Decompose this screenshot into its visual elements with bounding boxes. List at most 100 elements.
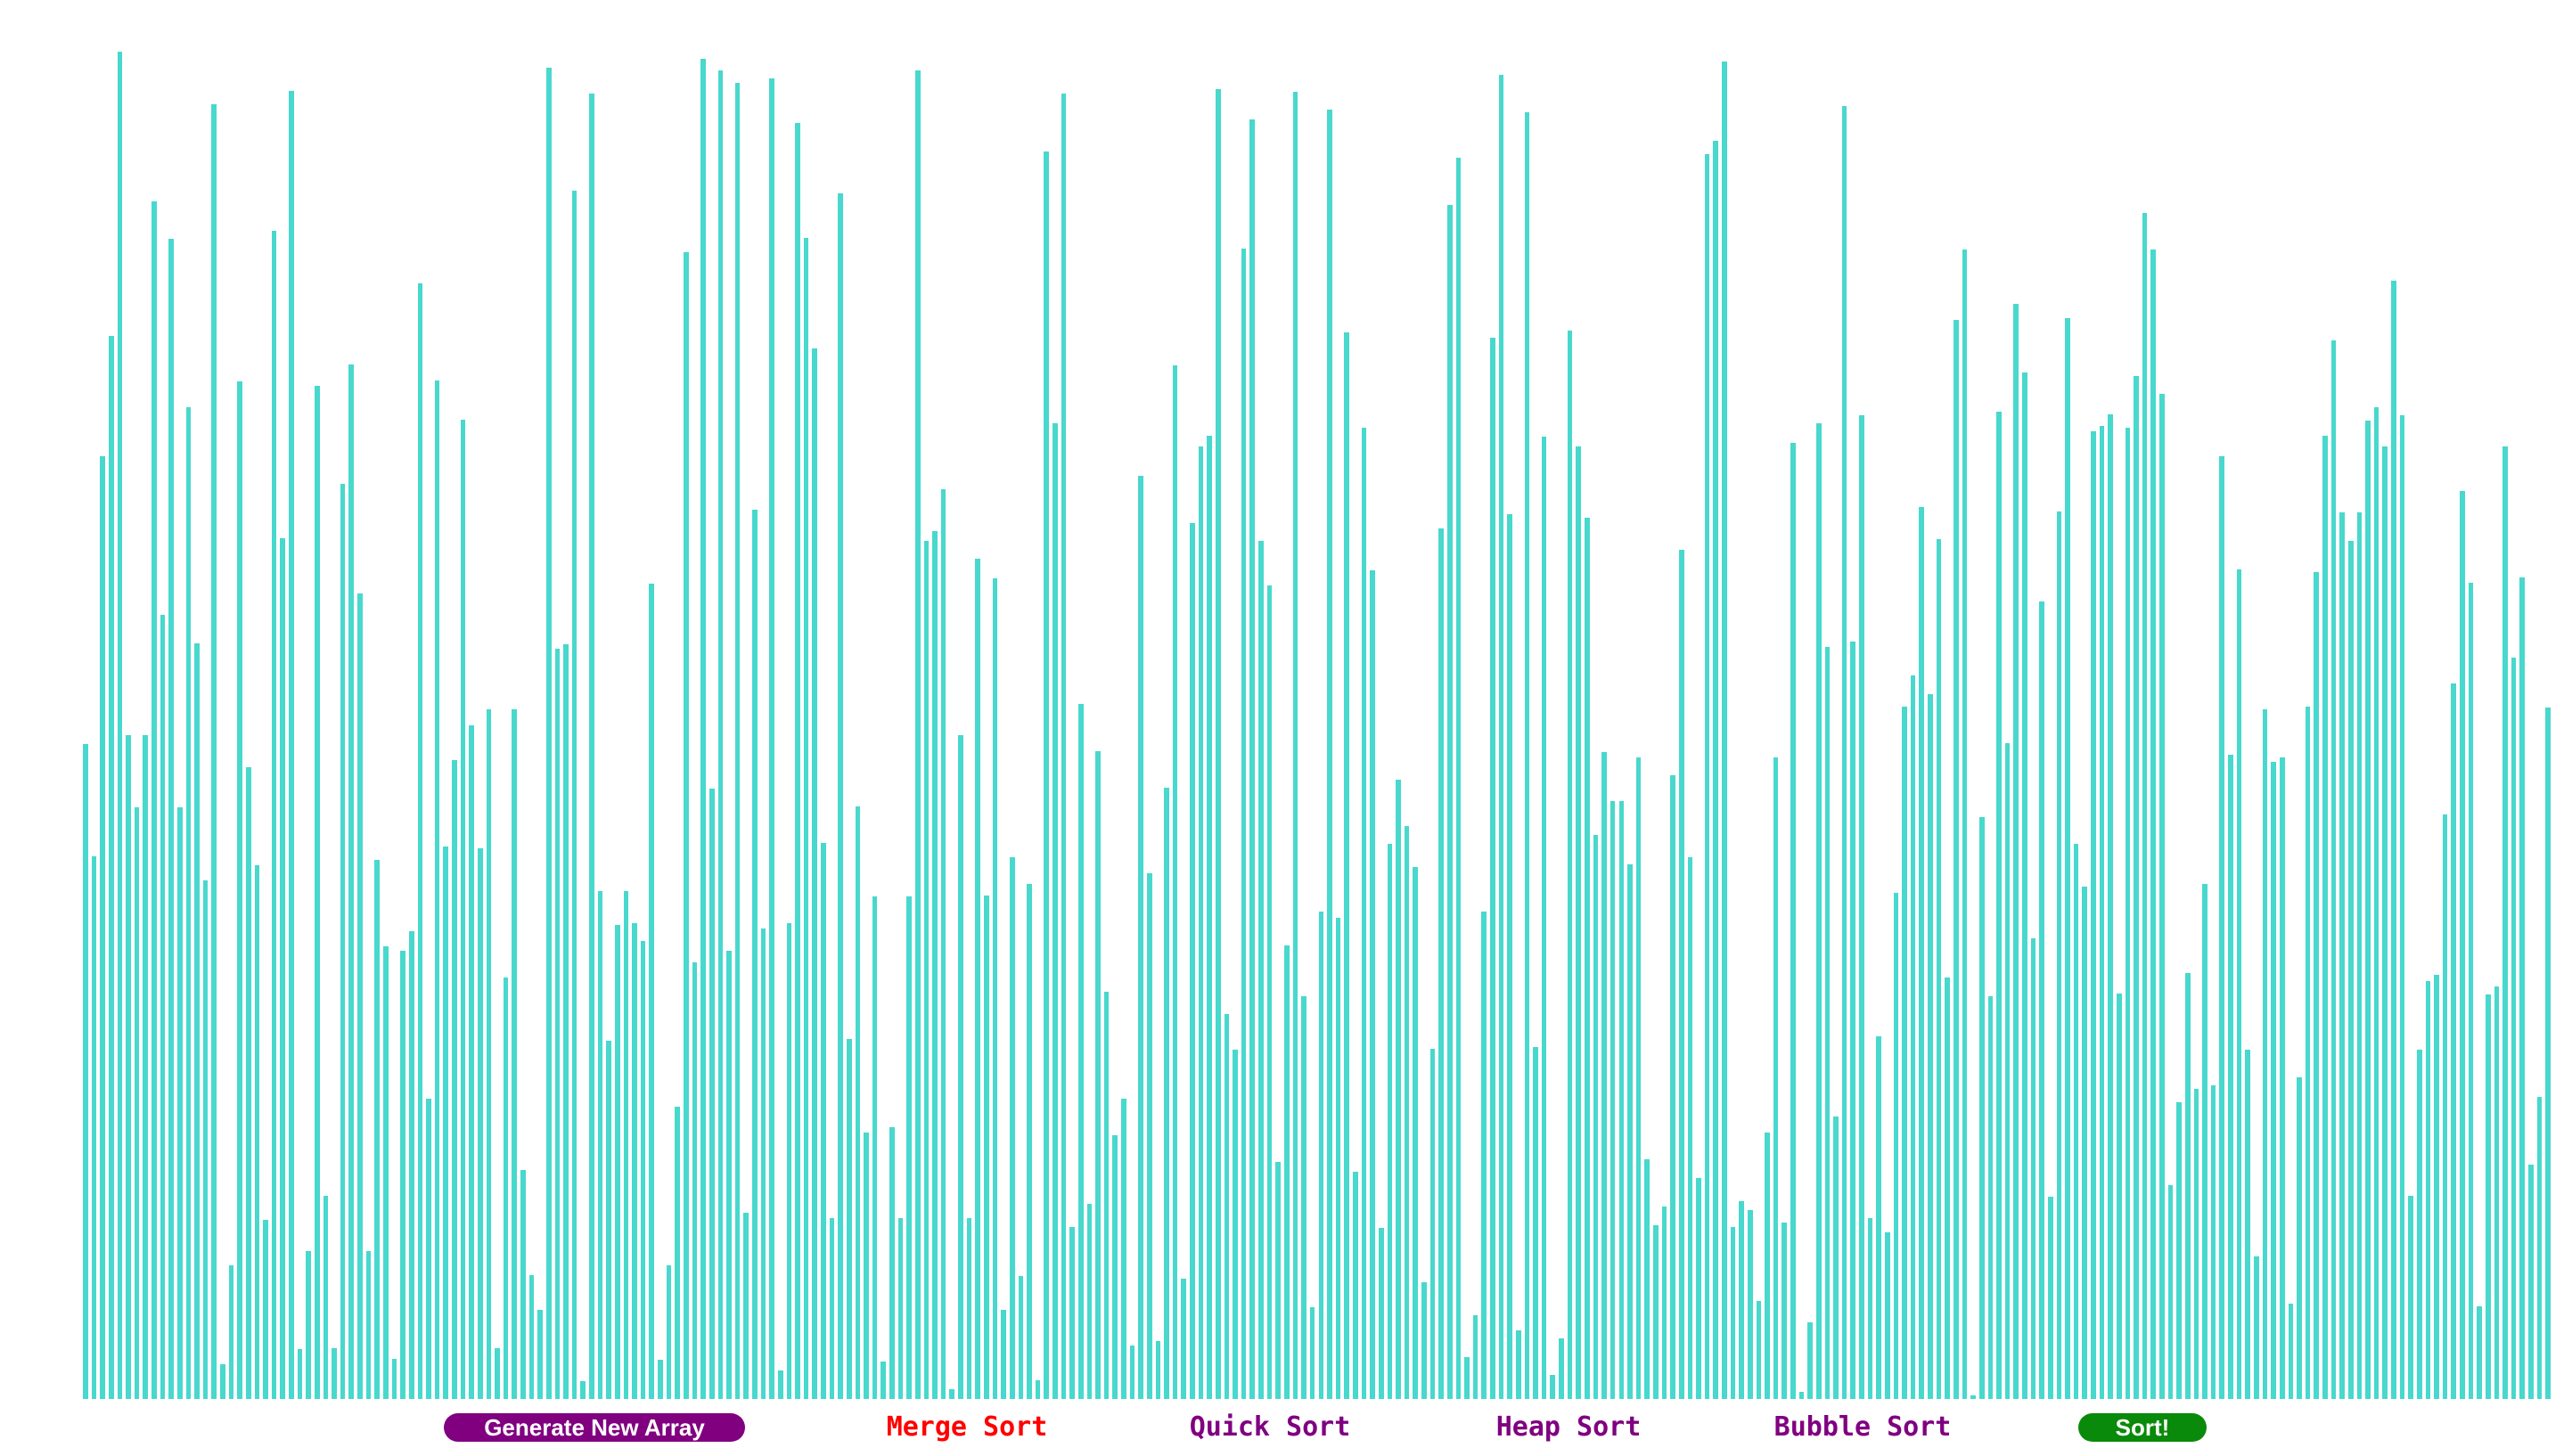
array-bar — [700, 58, 706, 1399]
array-bar — [2477, 1305, 2482, 1399]
array-bar — [752, 510, 758, 1399]
merge-sort-button[interactable]: Merge Sort — [886, 1411, 1048, 1443]
array-bar — [683, 252, 689, 1399]
array-bar — [1670, 774, 1675, 1399]
array-bar — [675, 1106, 680, 1399]
array-bar — [769, 78, 774, 1399]
array-bar — [2536, 1097, 2543, 1399]
array-bar — [176, 807, 183, 1399]
array-bar — [906, 896, 912, 1399]
array-bar — [365, 1250, 372, 1399]
array-bar — [2236, 568, 2242, 1399]
array-bar — [1438, 528, 1444, 1399]
array-bar — [1996, 411, 2002, 1399]
array-bar — [975, 558, 980, 1399]
array-bar — [1704, 153, 1710, 1399]
array-bar — [2511, 658, 2517, 1399]
array-bar — [1309, 1307, 1315, 1399]
array-bar — [1190, 523, 1195, 1399]
array-bar — [1233, 1050, 1238, 1399]
array-bar — [1498, 74, 1504, 1399]
array-bar — [1919, 507, 1925, 1399]
array-bar — [1928, 694, 1933, 1399]
array-bar — [803, 237, 809, 1399]
array-bar — [1713, 140, 1719, 1399]
array-bar — [2262, 708, 2268, 1399]
array-bar — [1541, 437, 1547, 1399]
array-bar — [323, 1195, 329, 1399]
array-bar — [1815, 423, 1822, 1399]
array-bar — [1335, 918, 1341, 1399]
array-bar — [1146, 873, 1152, 1399]
array-bar — [202, 879, 209, 1399]
array-bar — [83, 744, 88, 1399]
array-bar — [2305, 706, 2311, 1399]
array-bar — [220, 1363, 225, 1399]
sort-button[interactable]: Sort! — [2078, 1413, 2207, 1442]
array-bar — [1747, 1210, 1753, 1399]
bubble-sort-button[interactable]: Bubble Sort — [1773, 1411, 1952, 1443]
array-bar — [717, 70, 724, 1399]
array-bar — [1678, 550, 1684, 1399]
array-bar — [649, 584, 655, 1399]
array-bar — [1584, 518, 1590, 1399]
array-bar — [743, 1213, 749, 1399]
array-bar — [434, 380, 440, 1399]
array-bar — [846, 1039, 852, 1399]
array-bar — [452, 760, 457, 1399]
array-bar — [1164, 787, 1169, 1399]
array-bar — [2271, 761, 2276, 1399]
array-bar — [606, 1040, 611, 1399]
array-bar — [1850, 642, 1856, 1399]
array-bar — [2356, 512, 2363, 1399]
array-bar — [2494, 986, 2500, 1399]
array-bar — [1103, 992, 1110, 1399]
heap-sort-button[interactable]: Heap Sort — [1495, 1411, 1642, 1443]
array-bar — [2202, 884, 2207, 1399]
array-bar — [495, 1347, 500, 1399]
array-bar — [2167, 1184, 2174, 1399]
array-bar — [614, 924, 620, 1399]
array-bars — [83, 52, 2554, 1399]
array-bar — [872, 896, 878, 1399]
array-bar — [992, 578, 998, 1399]
array-bar — [881, 1361, 887, 1399]
array-bar — [271, 231, 277, 1399]
array-bar — [1962, 249, 1968, 1399]
array-bar — [1576, 446, 1581, 1399]
array-bar — [1876, 1036, 1881, 1399]
array-bar — [2434, 974, 2439, 1399]
array-bar — [1404, 826, 1410, 1399]
array-bar — [2425, 981, 2431, 1399]
array-bar — [2039, 601, 2044, 1399]
array-bar — [1249, 119, 1256, 1399]
array-bar — [2116, 993, 2122, 1399]
array-bar — [1722, 61, 1727, 1399]
array-bar — [1687, 857, 1693, 1399]
array-bar — [2065, 318, 2070, 1399]
array-bar — [2314, 571, 2320, 1399]
array-bar — [263, 1219, 268, 1399]
array-bar — [1910, 675, 1916, 1399]
array-bar — [1172, 365, 1178, 1399]
array-bar — [1129, 1345, 1135, 1399]
array-bar — [2519, 577, 2526, 1399]
array-bar — [117, 52, 123, 1399]
generate-array-button[interactable]: Generate New Array — [444, 1413, 745, 1442]
quick-sort-button[interactable]: Quick Sort — [1189, 1411, 1351, 1443]
array-bar — [126, 734, 131, 1399]
array-bar — [1327, 110, 1332, 1399]
array-bar — [383, 946, 389, 1399]
array-bar — [1593, 834, 1599, 1399]
array-bar — [1773, 757, 1779, 1399]
array-bar — [1086, 1203, 1093, 1399]
array-bar — [2279, 757, 2285, 1399]
array-bar — [1421, 1281, 1427, 1399]
array-bar — [2408, 1195, 2413, 1399]
array-bar — [1807, 1321, 1813, 1399]
array-bar — [1782, 1222, 1788, 1399]
array-bar — [1790, 442, 1796, 1399]
array-bar — [1292, 92, 1298, 1399]
array-bar — [623, 891, 629, 1399]
array-bar — [2322, 435, 2328, 1399]
